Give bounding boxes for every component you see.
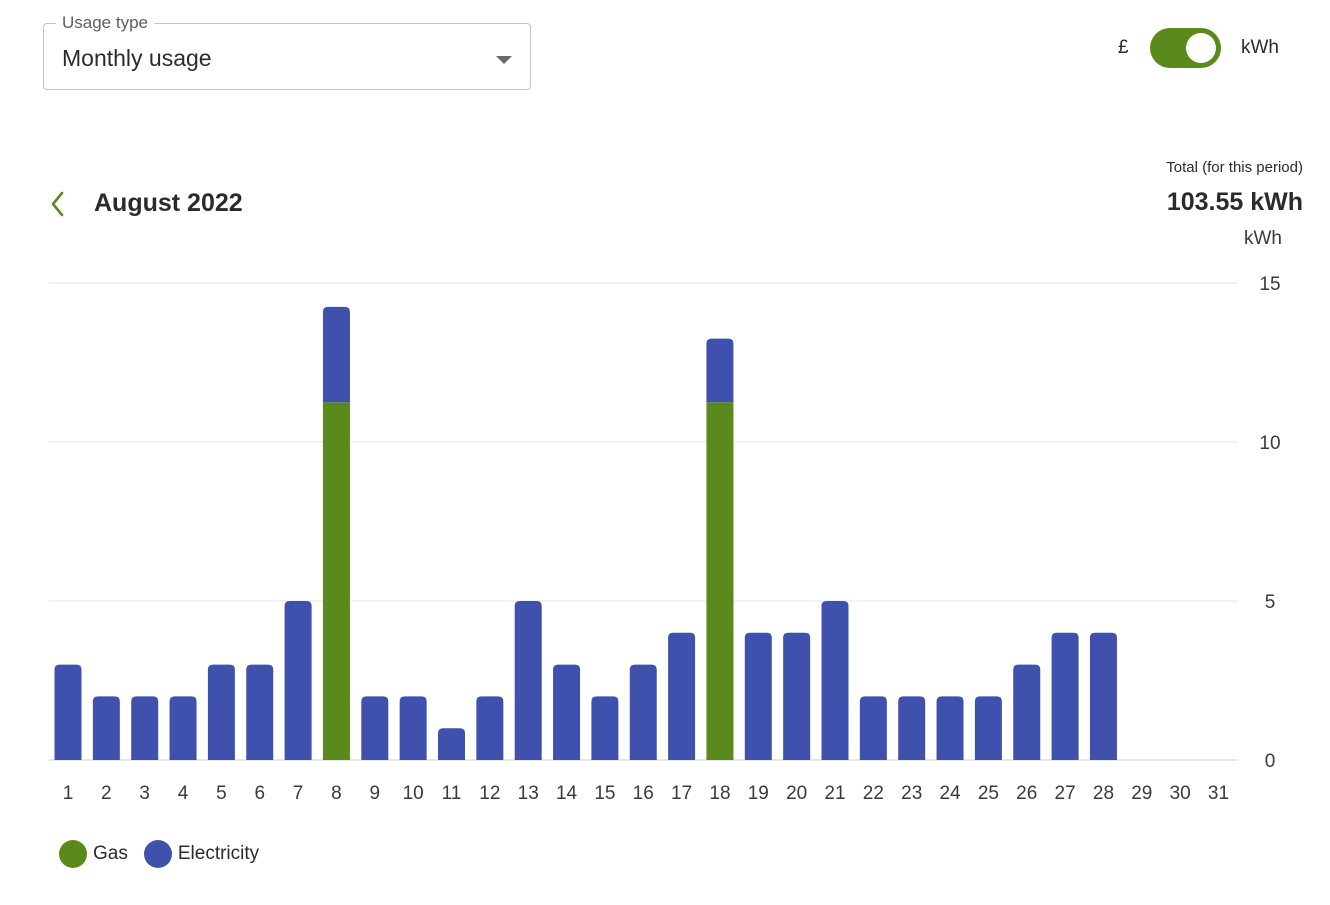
legend-swatch (143, 840, 172, 868)
electricity-bar (476, 696, 504, 760)
gas-bar (706, 402, 734, 760)
electricity-bar (1089, 632, 1117, 760)
x-tick-label: 14 (556, 783, 578, 804)
chevron-left-icon (51, 191, 64, 217)
electricity-bar (629, 664, 657, 760)
y-tick-label: 5 (1265, 592, 1276, 613)
total-label: Total (for this period) (1166, 159, 1303, 176)
x-tick-label: 17 (671, 783, 692, 804)
electricity-bar (246, 664, 274, 760)
x-tick-label: 21 (824, 783, 845, 804)
legend-swatch (59, 840, 87, 868)
x-tick-label: 6 (254, 783, 265, 804)
x-tick-label: 22 (863, 783, 884, 804)
usage-type-value: Monthly usage (62, 45, 212, 71)
x-tick-label: 31 (1208, 783, 1229, 804)
y-axis-unit-label: kWh (1244, 228, 1282, 249)
x-tick-label: 4 (178, 783, 189, 804)
period-title: August 2022 (94, 189, 243, 217)
electricity-bar (898, 696, 926, 760)
toggle-knob (1186, 33, 1216, 63)
legend-item-electricity: Electricity (143, 840, 260, 868)
electricity-bar (322, 306, 350, 403)
unit-toggle[interactable] (1150, 28, 1221, 68)
electricity-bar (859, 696, 887, 760)
legend-label: Gas (93, 843, 128, 864)
x-tick-label: 9 (370, 783, 381, 804)
electricity-bar (974, 696, 1002, 760)
caret-down-icon (496, 56, 512, 64)
x-tick-label: 25 (978, 783, 999, 804)
x-tick-label: 10 (403, 783, 424, 804)
y-tick-label: 10 (1259, 433, 1280, 454)
electricity-bar (399, 696, 427, 760)
x-tick-label: 8 (331, 783, 342, 804)
unit-pound-label: £ (1118, 37, 1129, 58)
electricity-bar (744, 632, 772, 760)
electricity-bar (54, 664, 82, 760)
x-tick-label: 2 (101, 783, 112, 804)
x-tick-label: 13 (518, 783, 539, 804)
electricity-bar (706, 338, 734, 403)
electricity-bar (668, 632, 696, 760)
electricity-bar (131, 696, 159, 760)
x-tick-label: 20 (786, 783, 807, 804)
x-tick-label: 11 (442, 783, 462, 804)
x-tick-label: 26 (1016, 783, 1037, 804)
x-tick-label: 29 (1131, 783, 1152, 804)
electricity-bar (361, 696, 389, 760)
electricity-bar (92, 696, 120, 760)
electricity-bar (1013, 664, 1041, 760)
x-tick-label: 16 (633, 783, 654, 804)
electricity-bar (438, 728, 465, 760)
electricity-bar (169, 696, 197, 760)
unit-kwh-label: kWh (1241, 37, 1279, 58)
y-tick-label: 0 (1265, 751, 1276, 772)
x-tick-label: 15 (594, 783, 615, 804)
x-tick-label: 24 (939, 783, 961, 804)
electricity-bar (284, 601, 312, 760)
electricity-bar (553, 664, 581, 760)
x-tick-label: 27 (1055, 783, 1076, 804)
x-tick-label: 3 (139, 783, 150, 804)
x-tick-label: 30 (1170, 783, 1191, 804)
y-tick-label: 15 (1259, 274, 1280, 295)
electricity-bar (514, 601, 542, 760)
electricity-bar (936, 696, 964, 760)
gas-bar (322, 402, 350, 760)
x-tick-label: 18 (709, 783, 730, 804)
electricity-bar (591, 696, 619, 760)
usage-type-label: Usage type (56, 12, 154, 34)
x-tick-label: 19 (748, 783, 769, 804)
x-tick-label: 23 (901, 783, 922, 804)
x-tick-label: 12 (479, 783, 500, 804)
total-value: 103.55 kWh (1166, 188, 1303, 216)
x-tick-label: 7 (293, 783, 304, 804)
usage-type-select[interactable]: Usage type Monthly usage (43, 12, 531, 90)
electricity-bar (1051, 632, 1079, 760)
previous-period-button[interactable] (44, 188, 74, 220)
electricity-bar (207, 664, 235, 760)
electricity-bar (783, 632, 811, 760)
x-tick-label: 5 (216, 783, 227, 804)
chart-legend: Gas Electricity (59, 840, 275, 868)
x-tick-label: 28 (1093, 783, 1114, 804)
x-tick-label: 1 (63, 783, 74, 804)
legend-item-gas: Gas (59, 840, 128, 868)
electricity-bar (821, 601, 849, 760)
legend-label: Electricity (177, 843, 260, 864)
